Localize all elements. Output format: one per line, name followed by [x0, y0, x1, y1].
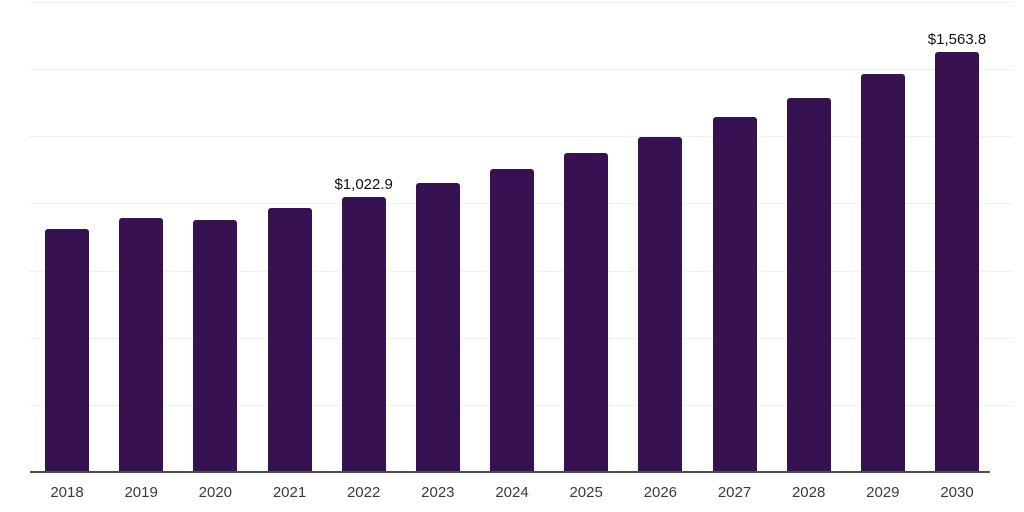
x-tick-label-2023: 2023 [421, 484, 455, 501]
x-tick-label-2028: 2028 [791, 484, 826, 501]
x-tick-label-2029: 2029 [866, 484, 900, 501]
x-tick-label-2025: 2025 [569, 484, 603, 501]
x-tick-label-2024: 2024 [495, 484, 529, 501]
x-tick-label-2021: 2021 [272, 484, 307, 501]
bar-2030 [935, 52, 979, 472]
gridline-1750 [30, 2, 1013, 3]
bar-2025 [564, 152, 609, 472]
data-label-2030: $1,563.8 [927, 31, 987, 48]
x-axis-line [30, 471, 990, 473]
x-tick-label-2027: 2027 [717, 484, 752, 501]
bar-2026 [638, 136, 683, 472]
x-tick-label-2018: 2018 [50, 484, 84, 501]
gridline-1250 [30, 136, 1013, 138]
bar-2022 [341, 197, 386, 472]
x-tick-label-2022: 2022 [346, 484, 381, 501]
bar-2028 [786, 98, 831, 472]
x-tick-label-2030: 2030 [940, 484, 974, 501]
x-tick-label-2026: 2026 [643, 484, 678, 501]
x-tick-label-2020: 2020 [198, 484, 233, 501]
data-label-2022: $1,022.9 [334, 176, 393, 194]
bar-2027 [712, 117, 757, 472]
bar-2024 [490, 169, 534, 472]
x-tick-label-2019: 2019 [124, 484, 158, 501]
bar-2018 [45, 228, 89, 472]
gridline-1500 [30, 69, 1013, 71]
bar-2021 [267, 207, 312, 472]
bar-2029 [860, 74, 905, 472]
bar-2020 [193, 220, 238, 472]
bar-2019 [119, 218, 164, 472]
bar-2023 [415, 183, 460, 472]
